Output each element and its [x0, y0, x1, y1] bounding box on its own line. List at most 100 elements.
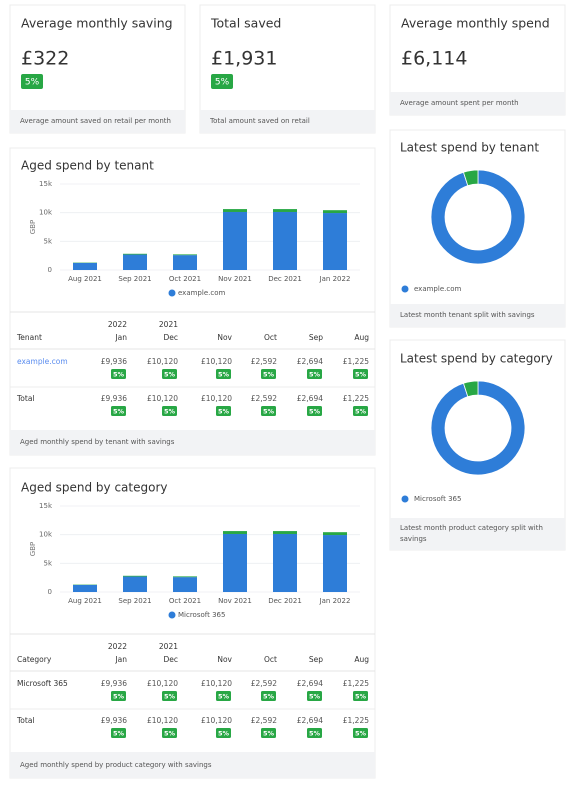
badge — [111, 406, 126, 416]
column-year: 2021 — [159, 642, 178, 651]
badge-text: 5% — [218, 371, 230, 379]
card-footer-text: Aged monthly spend by tenant with saving… — [20, 438, 175, 446]
badge — [216, 728, 231, 738]
badge — [307, 728, 322, 738]
badge-text: 5% — [218, 730, 230, 738]
x-tick-label: Nov 2021 — [218, 597, 252, 605]
footer-box: Average amount spent per month — [400, 99, 519, 107]
bar — [223, 211, 247, 270]
footer-box: Latest month product category split with… — [400, 524, 543, 543]
pie-slice — [430, 380, 526, 476]
legend-swatch — [401, 285, 409, 293]
bar — [123, 575, 147, 577]
badge-text: 5% — [309, 730, 321, 738]
bar — [73, 584, 97, 592]
column-header: Aug — [354, 655, 369, 664]
column-header: Category — [17, 655, 52, 664]
card-footer-text: Latest month product category split with… — [400, 524, 543, 543]
card-title: Average monthly saving — [21, 16, 173, 31]
cell-value: £2,694 — [297, 357, 323, 366]
bar — [323, 535, 347, 592]
bar — [273, 209, 297, 212]
footer-box: Total amount saved on retail — [210, 117, 310, 125]
card-title: Total saved — [210, 16, 281, 31]
card — [389, 339, 566, 551]
column-header: Aug — [354, 333, 369, 342]
badge — [211, 74, 233, 89]
cell-value: £10,120 — [147, 357, 178, 366]
card-footer-text: Aged monthly spend by product category w… — [20, 760, 212, 769]
x-tick-label: Sep 2021 — [118, 275, 151, 283]
x-tick-label: Aug 2021 — [68, 275, 102, 283]
cell-value: £2,694 — [297, 679, 323, 688]
badge-text: 5% — [113, 408, 125, 416]
x-tick-label: Jan 2022 — [319, 275, 351, 283]
badge — [162, 728, 177, 738]
column-header: Oct — [264, 655, 277, 664]
card — [9, 467, 376, 779]
y-tick-label: 10k — [39, 531, 53, 539]
badge-text: 5% — [355, 730, 367, 738]
bar — [123, 253, 147, 255]
column-header: Sep — [309, 655, 323, 664]
bar — [273, 531, 297, 534]
badge-text: 5% — [263, 693, 275, 701]
card-value: £1,931 — [211, 48, 277, 70]
cell-value: £2,592 — [251, 679, 277, 688]
column-year: 2021 — [159, 320, 178, 329]
badge — [353, 691, 368, 701]
badge-text: 5% — [164, 693, 176, 701]
cell-value: £10,120 — [201, 394, 232, 403]
row-link[interactable]: example.com — [17, 357, 68, 366]
x-tick-label: Oct 2021 — [169, 597, 201, 605]
legend-label: example.com — [178, 289, 225, 297]
bar — [173, 254, 197, 256]
card-value: £322 — [21, 48, 69, 70]
card-value: £6,114 — [401, 48, 467, 70]
cell-value: £10,120 — [147, 716, 178, 725]
legend-swatch — [401, 495, 409, 503]
chart-title: Aged spend by category — [21, 481, 168, 495]
badge — [216, 406, 231, 416]
badge-text: 5% — [218, 408, 230, 416]
badge — [307, 369, 322, 379]
badge — [111, 369, 126, 379]
badge — [111, 728, 126, 738]
x-tick-label: Oct 2021 — [169, 275, 201, 283]
y-tick-label: 0 — [48, 266, 52, 274]
x-tick-label: Jan 2022 — [319, 597, 351, 605]
badge-text: 5% — [164, 408, 176, 416]
bar — [173, 255, 197, 270]
badge-text: 5% — [164, 730, 176, 738]
x-tick-label: Dec 2021 — [268, 275, 302, 283]
card — [389, 129, 566, 328]
chart-title: Latest spend by category — [400, 352, 553, 366]
y-axis-label: GBP — [29, 220, 37, 234]
badge — [216, 691, 231, 701]
y-axis-label: GBP — [29, 542, 37, 556]
badge-text: 5% — [309, 371, 321, 379]
bar — [123, 254, 147, 270]
legend-swatch — [168, 611, 176, 619]
badge-text: 5% — [164, 371, 176, 379]
card-footer-text: Total amount saved on retail — [210, 117, 310, 125]
badge — [111, 691, 126, 701]
column-header: Sep — [309, 333, 323, 342]
card-footer — [390, 304, 565, 327]
legend-label: Microsoft 365 — [414, 495, 461, 503]
row-label: Total — [16, 394, 35, 403]
badge — [261, 728, 276, 738]
badge-text: 5% — [355, 408, 367, 416]
bar — [273, 211, 297, 270]
y-tick-label: 15k — [39, 502, 53, 510]
chart-title: Latest spend by tenant — [400, 141, 539, 155]
badge-text: 5% — [263, 730, 275, 738]
pie-slice — [430, 169, 526, 265]
badge — [261, 406, 276, 416]
badge — [162, 691, 177, 701]
bar — [323, 213, 347, 270]
card-footer — [200, 110, 375, 133]
x-tick-label: Sep 2021 — [118, 597, 151, 605]
